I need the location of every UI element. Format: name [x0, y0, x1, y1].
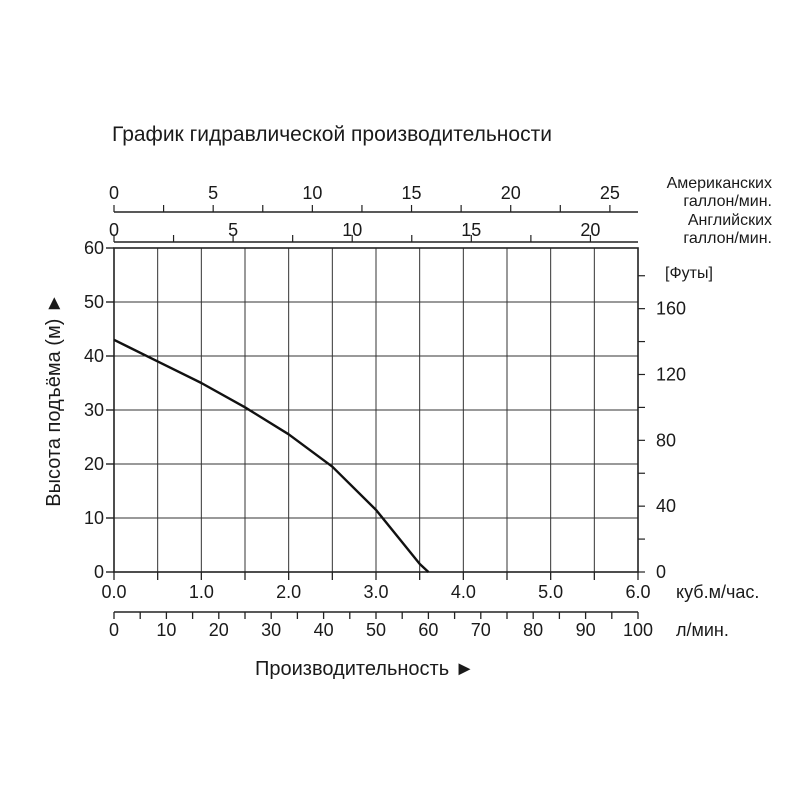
usgal-unit-label: Американских [667, 175, 772, 192]
grid [114, 248, 638, 572]
y2-tick-label: 160 [656, 299, 686, 319]
lmin-tick-label: 30 [261, 620, 281, 640]
lmin-tick-label: 60 [418, 620, 438, 640]
usgal-tick-label: 0 [109, 183, 119, 203]
x-tick-label: 1.0 [189, 582, 214, 602]
ukgal-tick-label: 20 [580, 220, 600, 240]
y-tick-label: 10 [84, 508, 104, 528]
y2-tick-label: 80 [656, 430, 676, 450]
ukgal-tick-label: 15 [461, 220, 481, 240]
x-tick-label: 3.0 [363, 582, 388, 602]
usgal-unit-label: галлон/мин. [683, 193, 772, 210]
x-tick-label: 2.0 [276, 582, 301, 602]
lmin-tick-label: 10 [156, 620, 176, 640]
y-tick-label: 30 [84, 400, 104, 420]
x-tick-label: 4.0 [451, 582, 476, 602]
usgal-tick-label: 15 [402, 183, 422, 203]
x-tick-label: 6.0 [625, 582, 650, 602]
y-axis-title: Высота подъёма (м) ► [43, 293, 65, 506]
y2-tick-label: 0 [656, 562, 666, 582]
lmin-tick-label: 20 [209, 620, 229, 640]
x-tick-label: 5.0 [538, 582, 563, 602]
ukgal-tick-label: 10 [342, 220, 362, 240]
x-unit-label: куб.м/час. [676, 582, 759, 602]
y-tick-label: 20 [84, 454, 104, 474]
axes [106, 205, 645, 619]
lmin-tick-label: 0 [109, 620, 119, 640]
y2-tick-label: 120 [656, 364, 686, 384]
series-layer [113, 338, 430, 573]
y2-tick-label: 40 [656, 496, 676, 516]
performance-curve [113, 338, 430, 573]
ukgal-unit-label: Английских [688, 212, 772, 229]
usgal-tick-label: 5 [208, 183, 218, 203]
chart-title: График гидравлической производительности [112, 123, 552, 146]
ukgal-tick-label: 5 [228, 220, 238, 240]
y-tick-label: 40 [84, 346, 104, 366]
lmin-tick-label: 50 [366, 620, 386, 640]
lmin-unit-label: л/мин. [676, 620, 729, 640]
y-tick-label: 50 [84, 292, 104, 312]
y-tick-label: 0 [94, 562, 104, 582]
usgal-tick-label: 20 [501, 183, 521, 203]
usgal-tick-label: 10 [302, 183, 322, 203]
lmin-tick-label: 90 [576, 620, 596, 640]
lmin-tick-label: 100 [623, 620, 653, 640]
x-tick-label: 0.0 [101, 582, 126, 602]
usgal-tick-label: 25 [600, 183, 620, 203]
ukgal-tick-label: 0 [109, 220, 119, 240]
x-axis-title: Производительность ► [255, 658, 474, 680]
ukgal-unit-label: галлон/мин. [683, 230, 772, 247]
lmin-tick-label: 70 [471, 620, 491, 640]
y-tick-label: 60 [84, 238, 104, 258]
y2-unit-label: [Футы] [665, 265, 713, 282]
lmin-tick-label: 40 [314, 620, 334, 640]
lmin-tick-label: 80 [523, 620, 543, 640]
